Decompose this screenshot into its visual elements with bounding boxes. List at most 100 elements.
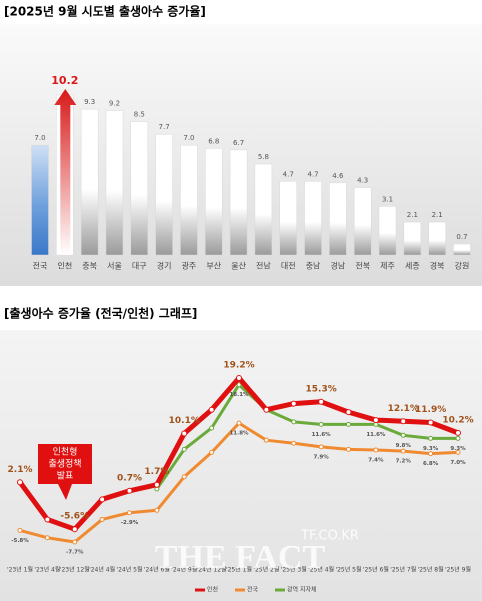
x-tick-label: 대구	[132, 262, 147, 271]
bar	[428, 221, 446, 256]
x-tick-label: '25년 4월	[308, 566, 334, 574]
point	[181, 430, 188, 437]
bar	[205, 148, 223, 256]
x-tick-label: '25년 8월	[418, 566, 444, 574]
x-tick-label: 경기	[157, 261, 172, 271]
x-tick-label: '25년 3월	[281, 566, 307, 574]
value-label: 9.3%	[450, 446, 466, 452]
point	[127, 510, 132, 516]
point	[263, 437, 269, 443]
legend-label: 광역 지자체	[287, 586, 317, 594]
point	[181, 446, 187, 452]
value-label: 7.9%	[313, 454, 329, 460]
bar	[279, 181, 297, 256]
annotation: 발표	[57, 471, 74, 482]
point	[17, 479, 23, 486]
x-tick-label: '25년 1월	[226, 566, 252, 574]
value-label: 9.3	[84, 98, 95, 106]
point	[427, 419, 434, 426]
x-tick-label: '23년 4월	[34, 566, 60, 574]
point	[400, 448, 406, 454]
point	[71, 526, 78, 533]
point	[236, 382, 242, 388]
value-label: 2.1	[432, 211, 443, 219]
x-tick-label: 충북	[82, 262, 97, 271]
point	[372, 417, 379, 424]
x-tick-label: '25년 7월	[390, 566, 416, 574]
value-label: 3.1	[382, 195, 393, 203]
value-label: 8.5	[134, 111, 145, 119]
value-label: -2.9%	[121, 520, 139, 526]
bar	[229, 149, 248, 256]
value-label: 18.1%	[229, 392, 249, 398]
point	[373, 447, 379, 453]
value-label: 7.4%	[368, 457, 384, 463]
x-tick-label: 전국	[33, 261, 48, 271]
x-tick-label: '25년 5월	[335, 566, 361, 574]
x-tick-label: '23년 12월	[60, 566, 90, 574]
annotation: 인천형	[53, 447, 78, 458]
point	[236, 420, 242, 426]
point	[400, 418, 407, 425]
point	[290, 400, 297, 407]
annotation-box	[38, 444, 92, 484]
point	[400, 432, 406, 438]
value-label: 2.1	[407, 211, 418, 219]
point	[209, 425, 215, 431]
point	[208, 406, 215, 413]
x-tick-label: 경북	[430, 261, 445, 271]
value-label: 7.0	[34, 134, 45, 142]
value-label: 4.6	[332, 172, 344, 180]
value-label: 0.7%	[117, 473, 142, 483]
point	[99, 516, 105, 522]
point	[345, 409, 352, 416]
x-tick-label: 강원	[455, 261, 470, 271]
value-label: 10.2	[51, 74, 78, 87]
line-chart: '23년 1월 '23년 4월 '23년 12월 '24년 4월 '24년 5월 '24년…	[7, 361, 474, 594]
value-label: 19.2%	[223, 361, 254, 371]
value-label: 7.0%	[450, 460, 466, 466]
x-tick-label: 서울	[107, 262, 122, 271]
value-label: 6.8%	[423, 461, 439, 467]
bar	[403, 221, 422, 256]
x-tick-label: 전남	[256, 261, 271, 271]
point	[72, 539, 78, 545]
watermark: TF.CO.KR	[300, 529, 359, 544]
x-tick-label: '25년 6월	[363, 566, 389, 574]
chart-title: [2025년 9월 시도별 출생아수 증가율]	[4, 4, 206, 19]
value-label: 7.2%	[396, 459, 412, 465]
value-label: 11.8%	[229, 431, 249, 437]
point	[455, 429, 461, 436]
bar	[378, 206, 397, 256]
value-label: 11.6%	[366, 432, 386, 438]
value-label: 0.7	[456, 233, 467, 241]
point	[428, 451, 434, 457]
annotation-pointer	[58, 484, 72, 500]
point	[154, 507, 160, 513]
annotation: 출생정책	[48, 458, 81, 470]
watermark: THE FACT	[155, 539, 326, 576]
value-label: 10.2%	[442, 415, 473, 425]
point	[291, 440, 297, 446]
value-label: -5.8%	[11, 538, 29, 544]
arrow	[54, 89, 77, 255]
value-label: 9.3%	[423, 446, 439, 452]
x-tick-label: 경남	[331, 261, 346, 271]
x-tick-label: 울산	[231, 261, 246, 271]
bar-chart: 7.0 전국 10.2 인천 9.3 충북 9.2 서울 8.5 대구 7.7 경기 7.0 광주 6.8 부…	[31, 74, 471, 271]
legend-label: 전국	[247, 586, 259, 594]
bar	[329, 182, 347, 256]
point	[99, 496, 106, 503]
x-tick-label: '25년 2월	[253, 566, 279, 574]
bar	[155, 133, 173, 256]
x-tick-label: 제주	[380, 262, 395, 271]
point	[17, 527, 23, 533]
value-label: 7.0	[183, 134, 194, 142]
x-tick-label: 세종	[405, 262, 420, 271]
x-tick-label: 전북	[355, 261, 370, 271]
x-tick-label: 충남	[306, 262, 321, 271]
x-tick-label: '24년 6월	[144, 566, 170, 574]
bar	[130, 121, 149, 256]
x-tick-label: 대전	[281, 261, 296, 271]
